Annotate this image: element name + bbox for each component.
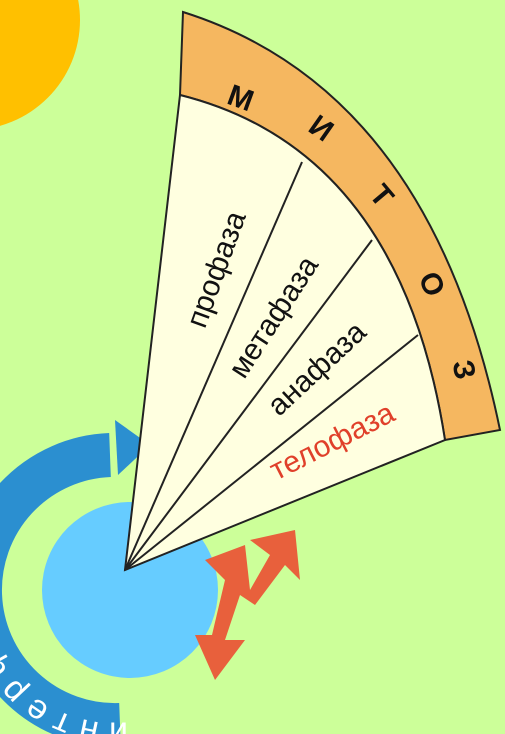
phase-fan	[125, 95, 445, 570]
cell-cycle-diagram: интерфаза профаза метафаза анафаза телоф…	[0, 0, 505, 734]
sun-circle	[0, 0, 80, 130]
